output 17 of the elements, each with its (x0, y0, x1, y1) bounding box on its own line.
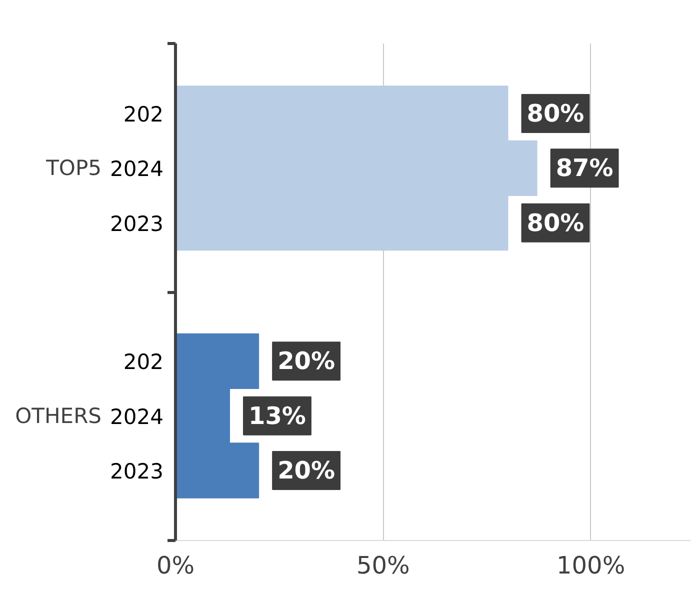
y-tick-label: TOP5 (45, 156, 102, 180)
x-tick-label: 0% (156, 552, 195, 580)
data-label: 87% (556, 154, 614, 182)
data-label: 80% (526, 208, 584, 237)
text: 2023 (110, 460, 164, 484)
series-label: 2024 (110, 157, 164, 182)
x-tick-label: 100% (556, 552, 626, 580)
data-label: 80% (526, 99, 584, 128)
data-label: 20% (278, 347, 336, 376)
y-tick-label: OTHERS (15, 404, 102, 428)
data-label: 13% (248, 402, 306, 430)
x-tick-label: 50% (356, 552, 410, 580)
text: 202 (123, 350, 164, 374)
series-label: 202 (123, 102, 164, 126)
text: 2024 (110, 404, 164, 429)
series-label: 2023 (110, 212, 164, 236)
data-label: 20% (278, 456, 336, 485)
